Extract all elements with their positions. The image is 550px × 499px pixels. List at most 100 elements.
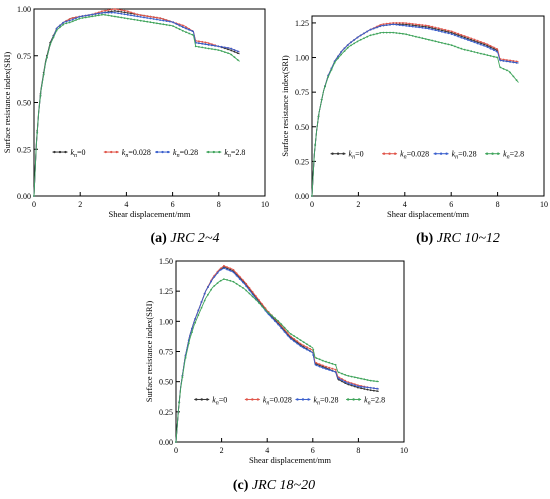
- legend-marker: [53, 150, 56, 154]
- data-point: [146, 20, 149, 23]
- legend-label: kn=0: [349, 150, 364, 161]
- data-point: [178, 24, 181, 27]
- data-point: [62, 23, 64, 26]
- data-point: [286, 332, 289, 335]
- data-point: [331, 367, 334, 370]
- data-point: [175, 23, 178, 25]
- data-point: [428, 25, 430, 27]
- data-point: [499, 59, 502, 62]
- data-point: [346, 44, 349, 46]
- data-point: [65, 20, 68, 23]
- data-point: [431, 25, 434, 28]
- series-kn=0.28: [33, 11, 240, 197]
- data-point: [344, 374, 347, 376]
- data-point: [201, 46, 204, 49]
- data-point: [261, 303, 264, 305]
- data-point: [94, 13, 97, 15]
- data-point: [245, 285, 248, 288]
- data-point: [84, 14, 87, 17]
- series-kn=0.028: [33, 8, 240, 197]
- data-point: [369, 28, 372, 31]
- caption-panel-c: (c) JRC 18~20: [184, 478, 364, 494]
- data-point: [94, 15, 97, 17]
- caption-text-c: JRC 18~20: [251, 478, 316, 493]
- data-point: [463, 48, 466, 51]
- data-point: [447, 29, 450, 32]
- data-point: [315, 362, 318, 364]
- data-point: [130, 11, 132, 14]
- data-point: [447, 32, 450, 35]
- series-kn=2.8: [33, 13, 240, 197]
- legend-label: kn=2.8: [503, 150, 524, 161]
- data-point: [376, 390, 378, 392]
- legend-entry: kn=0.28: [433, 150, 477, 161]
- data-point: [283, 331, 286, 333]
- data-point: [293, 340, 295, 343]
- data-point: [302, 341, 305, 343]
- data-point: [341, 379, 343, 382]
- data-point: [207, 43, 210, 46]
- data-point: [357, 386, 359, 389]
- legend-marker: [342, 152, 345, 155]
- data-point: [347, 382, 350, 385]
- legend-marker: [115, 150, 118, 154]
- data-point: [496, 56, 498, 59]
- data-point: [46, 56, 48, 59]
- data-point: [428, 27, 430, 30]
- data-point: [467, 36, 469, 39]
- data-point: [350, 383, 353, 386]
- data-point: [283, 328, 286, 331]
- data-point: [441, 29, 443, 32]
- data-point: [104, 9, 106, 12]
- data-point: [264, 307, 267, 310]
- data-point: [136, 15, 139, 18]
- legend-label: kn=0: [70, 148, 85, 159]
- data-point: [227, 48, 229, 51]
- y-tick-label: 0.25: [295, 157, 309, 166]
- data-point: [270, 314, 273, 317]
- data-point: [382, 31, 385, 34]
- data-point: [293, 338, 295, 340]
- y-tick-label: 1.00: [17, 5, 31, 14]
- data-point: [486, 46, 489, 48]
- data-point: [376, 26, 378, 29]
- data-point: [424, 27, 427, 30]
- data-point: [502, 68, 505, 70]
- legend-label: kn=0.28: [313, 395, 338, 406]
- data-point: [114, 15, 116, 18]
- data-point: [311, 195, 313, 197]
- data-point: [405, 23, 408, 26]
- data-point: [366, 388, 369, 391]
- data-point: [473, 51, 476, 53]
- x-tick-label: 6: [171, 200, 175, 209]
- legend-marker: [445, 152, 448, 155]
- data-point: [62, 21, 64, 24]
- data-point: [226, 268, 229, 271]
- data-point: [376, 387, 378, 390]
- data-point: [457, 46, 460, 49]
- x-axis-label: Shear displacement/mm: [387, 209, 469, 219]
- data-point: [489, 55, 492, 57]
- data-point: [120, 12, 123, 15]
- data-point: [97, 14, 100, 17]
- data-point: [68, 19, 71, 22]
- data-point: [379, 25, 382, 28]
- data-point: [152, 18, 155, 20]
- legend-entry: kn=0: [194, 395, 227, 406]
- data-point: [110, 10, 113, 13]
- data-point: [238, 285, 241, 287]
- data-point: [223, 267, 225, 270]
- data-point: [369, 34, 372, 37]
- data-point: [509, 59, 511, 62]
- data-point: [223, 51, 226, 53]
- series-line: [175, 267, 379, 443]
- data-point: [506, 60, 508, 63]
- data-point: [392, 23, 395, 26]
- data-point: [467, 39, 469, 41]
- data-point: [515, 79, 518, 82]
- data-point: [123, 13, 126, 16]
- data-point: [75, 17, 77, 20]
- data-point: [126, 13, 129, 16]
- data-point: [172, 25, 175, 27]
- data-point: [236, 52, 239, 54]
